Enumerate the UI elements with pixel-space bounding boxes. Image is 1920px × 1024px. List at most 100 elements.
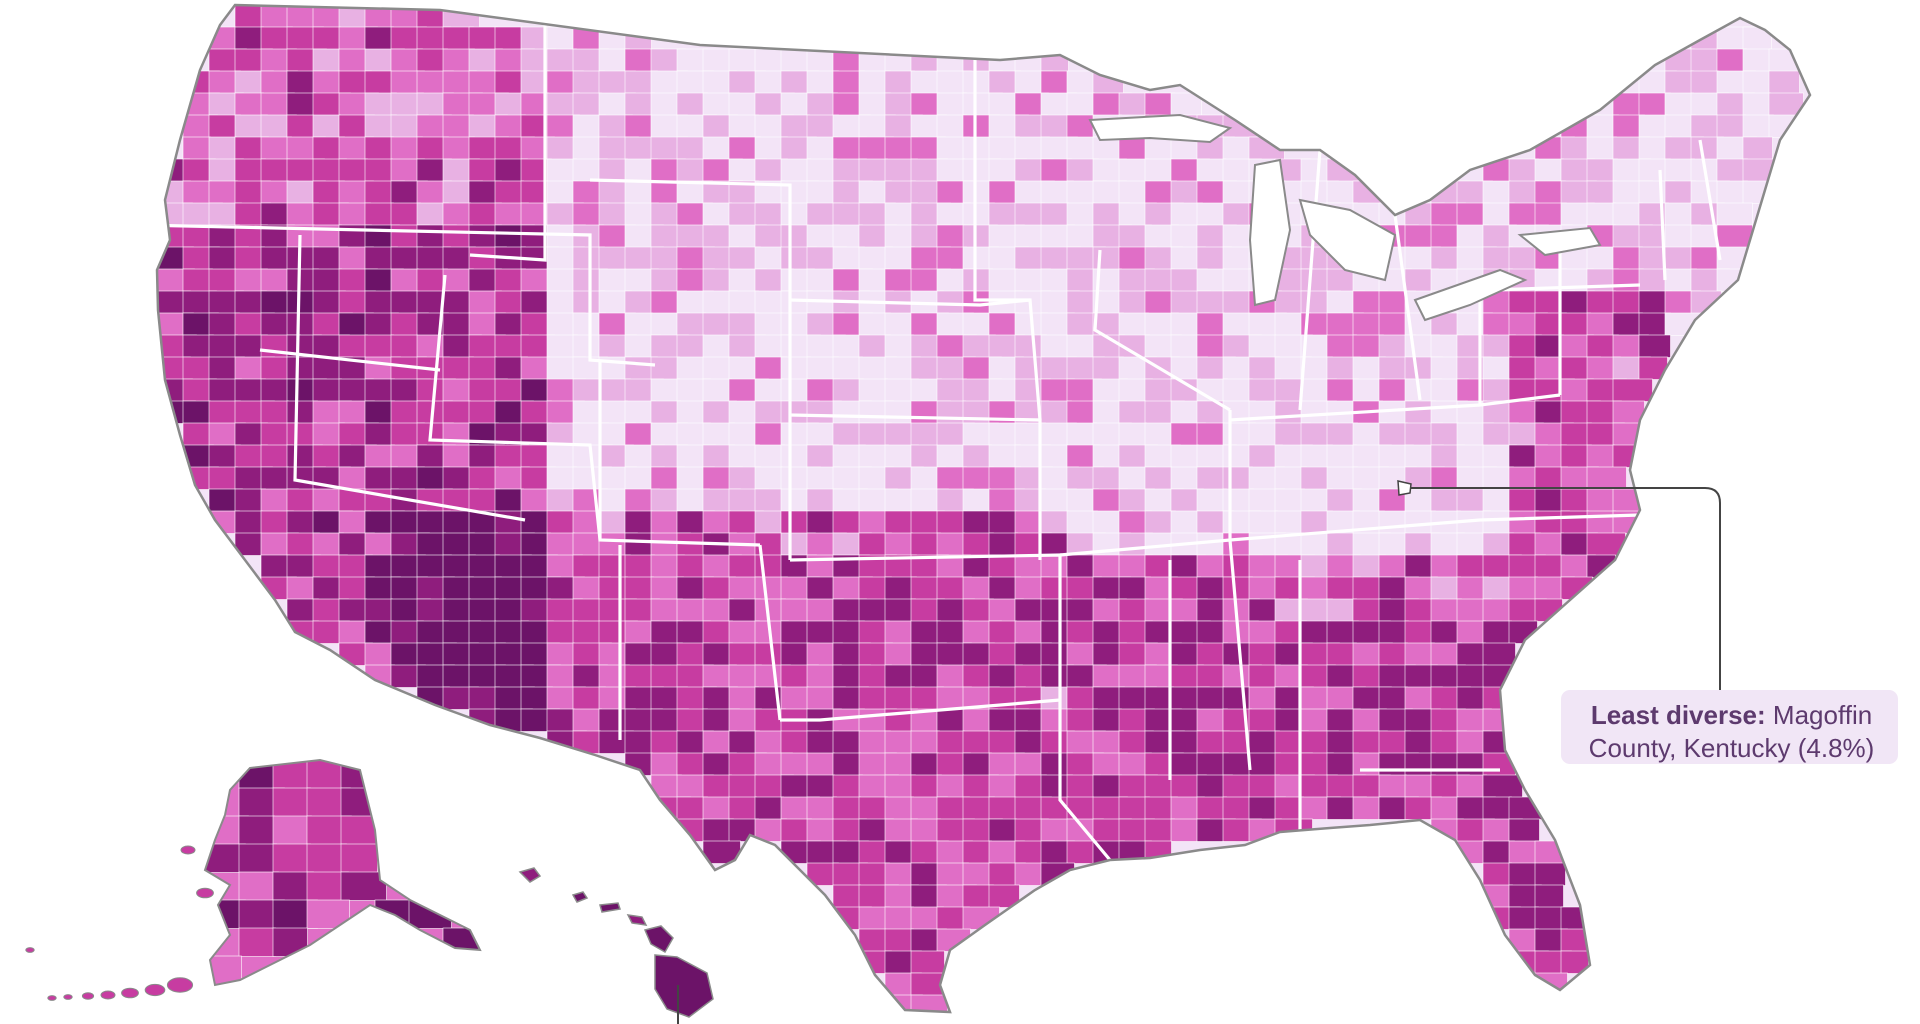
county-cell	[1560, 136, 1588, 160]
county-cell	[988, 774, 1019, 798]
county-cell	[572, 378, 601, 402]
county-cell	[650, 488, 680, 512]
county-cell	[1508, 356, 1537, 380]
county-cell	[1508, 246, 1537, 270]
county-cell	[1040, 268, 1070, 292]
county-cell	[624, 136, 652, 160]
county-cell	[1508, 290, 1538, 314]
county-cell	[468, 70, 496, 94]
county-cell	[286, 488, 316, 512]
county-cell	[1222, 312, 1250, 336]
island-shape	[121, 987, 139, 999]
county-cell	[1664, 158, 1695, 182]
county-cell	[962, 488, 991, 512]
county-cell	[546, 708, 575, 732]
county-cell	[780, 158, 811, 182]
county-cell	[364, 444, 395, 468]
county-cell	[962, 180, 992, 204]
county-cell	[442, 664, 470, 688]
county-cell	[1534, 840, 1575, 864]
county-cell	[910, 576, 938, 600]
county-cell	[988, 884, 1020, 908]
lake-shape	[1088, 113, 1233, 144]
county-cell	[650, 730, 680, 754]
county-cell	[910, 862, 938, 886]
county-cell	[546, 48, 577, 72]
county-cell	[1222, 202, 1251, 226]
county-cell	[936, 730, 965, 754]
county-cell	[858, 510, 886, 534]
county-cell	[676, 818, 704, 842]
county-cell	[780, 312, 810, 336]
hawaii-island	[643, 925, 674, 954]
county-cell	[598, 488, 626, 512]
county-cell	[962, 576, 992, 600]
county-cell	[1092, 664, 1120, 688]
county-cell	[260, 202, 288, 226]
county-cell	[1612, 444, 1643, 468]
county-cell	[1456, 752, 1484, 776]
county-cell	[1170, 708, 1199, 732]
state-border	[157, 223, 656, 367]
county-cell	[1534, 862, 1566, 886]
county-cell	[1066, 202, 1095, 226]
county-cell	[390, 268, 419, 292]
county-cell	[494, 312, 522, 336]
county-cell	[1534, 356, 1563, 380]
county-cell	[390, 334, 418, 358]
county-cell	[1638, 202, 1669, 226]
county-cell	[884, 796, 914, 820]
county-cell	[1534, 884, 1564, 908]
county-cell	[468, 620, 496, 644]
county-cell	[494, 576, 522, 600]
county-cell	[442, 5, 480, 28]
county-cell	[702, 510, 731, 534]
county-cell	[1222, 752, 1250, 776]
county-cell	[962, 268, 993, 292]
county-cell	[988, 818, 1017, 842]
county-cell	[272, 843, 311, 873]
county-cell	[1534, 554, 1565, 578]
county-cell	[1742, 48, 1771, 72]
county-cell	[238, 815, 275, 845]
county-cell	[1040, 532, 1069, 556]
county-cell	[1430, 224, 1459, 248]
county-cell	[988, 268, 1018, 292]
county-cell	[1456, 774, 1487, 798]
state-border	[973, 55, 1042, 421]
county-cell	[1144, 290, 1174, 314]
county-cell	[1066, 796, 1094, 820]
county-cell	[1014, 708, 1042, 732]
county-cell	[1118, 598, 1149, 622]
county-cell	[364, 378, 395, 402]
county-cell	[1248, 334, 1276, 358]
county-cell	[340, 787, 378, 817]
island-shape	[100, 990, 116, 1000]
county-cell	[1508, 400, 1539, 424]
county-cell	[1534, 158, 1564, 182]
county-cell	[884, 334, 914, 358]
county-cell	[468, 400, 497, 424]
county-cell	[494, 92, 524, 116]
county-cell	[728, 686, 759, 710]
county-cell	[364, 598, 393, 622]
county-cell	[728, 312, 759, 336]
county-cell	[416, 334, 446, 358]
county-cell	[780, 378, 811, 402]
county-cell	[1742, 136, 1773, 160]
county-cell	[780, 510, 809, 534]
county-cell	[988, 202, 1016, 226]
county-cell	[1638, 334, 1671, 358]
county-cell	[208, 334, 238, 358]
county-cell	[306, 843, 347, 873]
county-cell	[910, 950, 945, 974]
county-cell	[1404, 554, 1433, 578]
county-cell	[1378, 774, 1407, 798]
county-cell	[676, 554, 705, 578]
county-cell	[962, 312, 991, 336]
county-cell	[884, 906, 914, 930]
county-cell	[364, 620, 394, 644]
county-cell	[728, 114, 759, 138]
county-cell	[468, 532, 498, 556]
county-cell	[1144, 774, 1172, 798]
